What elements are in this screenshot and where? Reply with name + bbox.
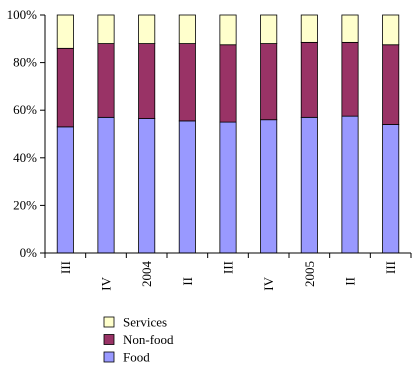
bar-services-7 <box>341 14 359 43</box>
bar-non-food-3 <box>178 43 196 122</box>
x-tick-label: III <box>221 261 236 274</box>
bar-food-2 <box>138 118 156 254</box>
bar-services-0 <box>56 14 74 49</box>
bar-non-food-8 <box>382 44 400 125</box>
y-tick-label: 100% <box>7 7 38 22</box>
legend-swatch-services <box>103 316 115 328</box>
x-tick-label: 2005 <box>302 261 317 287</box>
legend-swatch-food <box>103 351 115 363</box>
bar-food-6 <box>300 116 318 254</box>
x-tick-label: IV <box>99 276 114 290</box>
x-tick-label: III <box>58 261 73 274</box>
bar-food-5 <box>260 119 278 254</box>
y-tick-label: 20% <box>13 197 37 212</box>
bar-non-food-4 <box>219 44 237 123</box>
bar-food-1 <box>97 116 115 254</box>
bar-non-food-7 <box>341 41 359 117</box>
bar-non-food-1 <box>97 43 115 118</box>
y-tick-label: 40% <box>13 150 37 165</box>
legend: Services Non-food Food <box>103 315 174 365</box>
bar-services-8 <box>382 14 400 46</box>
y-tick-label: 0% <box>20 245 38 260</box>
legend-label-food: Food <box>123 350 150 365</box>
x-tick-label: IV <box>261 276 276 290</box>
x-tick-label: 2004 <box>139 261 154 288</box>
bar-services-1 <box>97 14 115 44</box>
bar-food-3 <box>178 120 196 254</box>
bar-services-2 <box>138 14 156 44</box>
bars-group <box>56 14 400 254</box>
bar-services-4 <box>219 14 237 46</box>
legend-label-non-food: Non-food <box>123 332 174 347</box>
bar-food-7 <box>341 115 359 254</box>
bar-food-0 <box>56 126 74 254</box>
y-tick-label: 60% <box>13 102 37 117</box>
bar-non-food-6 <box>300 41 318 118</box>
bar-food-4 <box>219 121 237 254</box>
legend-swatch-non-food <box>103 334 115 345</box>
bar-services-3 <box>178 14 196 44</box>
y-tick-label: 80% <box>13 55 37 70</box>
bar-non-food-2 <box>138 43 156 119</box>
legend-label-services: Services <box>123 315 167 330</box>
bar-non-food-5 <box>260 43 278 121</box>
bar-food-8 <box>382 124 400 254</box>
x-tick-label: II <box>343 277 358 286</box>
bar-services-5 <box>260 14 278 44</box>
bar-non-food-0 <box>56 47 74 128</box>
bar-services-6 <box>300 14 318 43</box>
x-tick-label: II <box>180 277 195 286</box>
axes-group <box>40 14 412 258</box>
x-tick-label: III <box>383 261 398 274</box>
